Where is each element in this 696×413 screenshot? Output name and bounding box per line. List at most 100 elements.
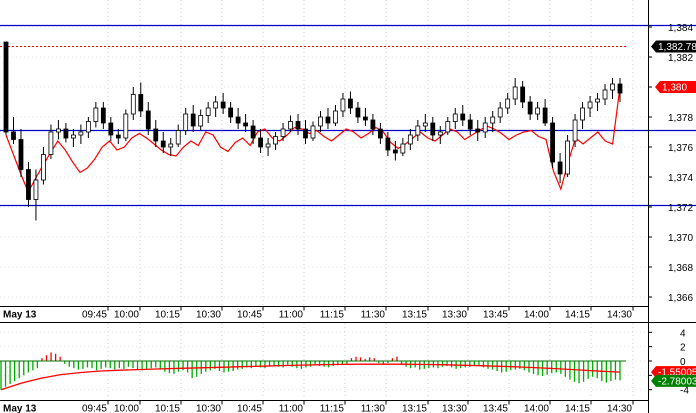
candle xyxy=(168,138,174,156)
candle-body xyxy=(333,110,338,124)
candle-body xyxy=(198,115,204,127)
candle xyxy=(505,93,511,114)
candle xyxy=(3,41,9,135)
candle xyxy=(265,138,271,156)
candle xyxy=(392,141,398,161)
candle-body xyxy=(168,143,174,148)
candle-body xyxy=(415,125,421,136)
candle xyxy=(385,132,391,156)
time-axis-label: 14:30 xyxy=(607,404,632,413)
last-price-tag-shape xyxy=(651,40,696,53)
candle-body xyxy=(41,154,46,181)
candle-body xyxy=(445,121,451,133)
candle xyxy=(220,93,226,114)
candle-body xyxy=(70,134,76,139)
candle-body xyxy=(610,83,615,91)
signal-line xyxy=(0,363,621,391)
time-axis-label: 13:15 xyxy=(402,310,427,321)
candle-body xyxy=(153,128,159,142)
date-label: May 13 xyxy=(3,404,37,413)
candle xyxy=(557,153,563,183)
time-axis-label: 14:30 xyxy=(607,310,632,321)
candle xyxy=(115,129,121,144)
candle xyxy=(377,123,383,144)
candle-body xyxy=(617,83,623,94)
candle xyxy=(572,114,578,147)
candle xyxy=(325,108,331,129)
candle xyxy=(595,93,600,111)
candle-body xyxy=(595,98,600,103)
candle xyxy=(542,99,548,126)
indicator-value-tag-label: -1.55005 xyxy=(658,368,696,379)
candle-body xyxy=(557,161,563,175)
candle-body xyxy=(26,169,31,200)
candle-body xyxy=(490,116,496,124)
candle xyxy=(33,169,39,221)
price-axis-tags: 1,382.78 1,380 xyxy=(651,40,696,94)
candle xyxy=(415,120,421,141)
price-axis-label: 1,382 xyxy=(668,53,693,64)
candle xyxy=(587,96,593,117)
time-axis-label: 11:00 xyxy=(279,404,304,413)
candle xyxy=(70,129,76,147)
candle-body xyxy=(18,139,24,170)
candle xyxy=(497,102,503,123)
horizontal-lines[interactable] xyxy=(0,24,696,207)
candle xyxy=(235,108,241,129)
time-axis-label: 10:00 xyxy=(114,310,139,321)
candle-body xyxy=(108,122,114,136)
candle-body xyxy=(407,134,413,145)
candle xyxy=(273,132,278,150)
time-axis-label: 10:45 xyxy=(237,404,262,413)
price-pane[interactable] xyxy=(0,0,696,306)
candle xyxy=(535,102,541,120)
candle-body xyxy=(497,107,503,118)
time-axis-label: 13:15 xyxy=(402,404,427,413)
price-axis-label: 1,376 xyxy=(668,143,693,154)
candle xyxy=(527,96,533,120)
overlay-value-tag-shape xyxy=(655,81,696,93)
candle xyxy=(160,132,166,153)
indicator-axis-label: 2 xyxy=(680,343,686,354)
last-price-tag-label: 1,382.78 xyxy=(658,42,696,53)
candle xyxy=(85,117,91,138)
candle xyxy=(340,93,346,117)
candle-body xyxy=(363,116,368,121)
time-axis-label: 13:45 xyxy=(483,404,508,413)
candle xyxy=(41,147,46,185)
price-axis[interactable]: 1,384 1,382 1,380 1,378 1,376 1,374 1,372 1,370… xyxy=(648,23,693,304)
indicator-axis-label: 0 xyxy=(680,357,686,368)
last-price-tag: 1,382.78 xyxy=(651,40,696,53)
candle-body xyxy=(572,119,578,142)
candle-body xyxy=(265,143,271,148)
candle xyxy=(482,117,488,138)
candle-body xyxy=(325,116,331,124)
candle-body xyxy=(542,107,548,124)
candle xyxy=(445,117,451,135)
indicator-pane[interactable] xyxy=(0,323,648,399)
candle-body xyxy=(205,107,211,116)
candle-body xyxy=(437,131,443,136)
candle xyxy=(550,117,556,168)
candle xyxy=(490,111,496,132)
candle-body xyxy=(288,121,293,130)
candle-body xyxy=(48,131,54,155)
candle xyxy=(422,114,428,132)
price-axis-label: 1,384 xyxy=(668,23,693,34)
price-time-axis[interactable]: May 13 09:45 10:00 10:15 10:30 10:45 11:00 11:1… xyxy=(0,306,648,321)
price-axis-label: 1,368 xyxy=(668,263,693,274)
candle xyxy=(56,120,61,140)
candle-body xyxy=(145,110,151,130)
candle xyxy=(333,105,338,126)
time-axis-label: 14:15 xyxy=(565,404,590,413)
candle-body xyxy=(535,107,541,115)
price-axis-label: 1,366 xyxy=(668,293,693,304)
candle xyxy=(190,105,196,132)
candle-body xyxy=(482,122,488,133)
indicator-time-axis[interactable]: May 13 09:45 10:00 10:15 10:30 10:45 11:00 11:1… xyxy=(0,400,648,413)
candle-body xyxy=(565,140,570,175)
candle-body xyxy=(520,86,526,103)
time-axis-label: 09:45 xyxy=(82,310,107,321)
candle xyxy=(580,102,585,129)
